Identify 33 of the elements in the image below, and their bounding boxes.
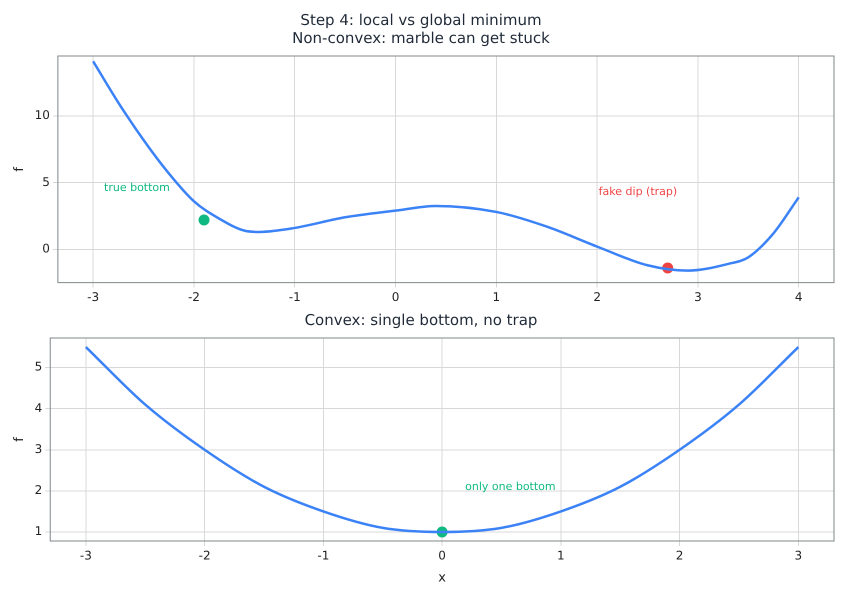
y-tick-label: 4 (34, 400, 42, 415)
chart-title: Convex: single bottom, no trap (304, 310, 538, 329)
x-tick-label: 4 (794, 290, 803, 304)
x-tick-label: -1 (317, 548, 330, 562)
x-tick-label: -2 (188, 290, 200, 304)
annotation: true bottom (104, 180, 170, 194)
x-tick-label: 3 (794, 548, 802, 562)
annotation: only one bottom (465, 480, 556, 493)
x-tick-label: 2 (593, 290, 601, 304)
y-tick-label: 2 (34, 482, 42, 497)
y-tick-label: 1 (34, 524, 42, 538)
y-tick-label: 5 (34, 360, 42, 374)
x-tick-label: 0 (438, 548, 446, 562)
x-tick-label: 2 (676, 548, 684, 562)
y-tick-label: 3 (34, 442, 42, 456)
y-tick-label: 10 (34, 108, 50, 122)
x-tick-label: -3 (80, 548, 92, 562)
chart-subtitle: Non-convex: marble can get stuck (292, 28, 550, 47)
y-axis-title: f (12, 166, 28, 172)
y-tick-label: 0 (42, 241, 50, 256)
x-tick-label: -1 (288, 290, 301, 304)
x-tick-label: -2 (198, 548, 211, 562)
x-tick-label: 1 (557, 548, 565, 562)
x-tick-label: 0 (392, 290, 400, 304)
annotation: fake dip (trap) (598, 184, 678, 198)
x-tick-label: 3 (694, 290, 702, 304)
y-tick-label: 5 (42, 174, 50, 189)
x-axis-title: x (438, 570, 446, 586)
x-tick-label: -3 (87, 290, 100, 304)
line-series (92, 60, 800, 272)
x-tick-label: 1 (492, 290, 500, 304)
y-axis-title: f (12, 436, 28, 442)
chart-title: Step 4: local vs global minimum (300, 10, 542, 29)
